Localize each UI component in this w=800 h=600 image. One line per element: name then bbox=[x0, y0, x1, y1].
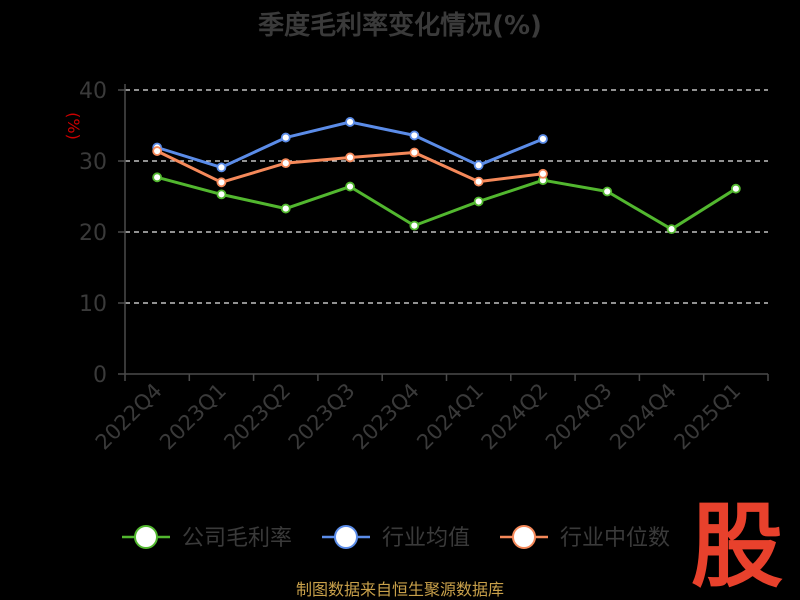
x-tick-label: 2024Q2 bbox=[477, 379, 553, 455]
chart-title: 季度毛利率变化情况(%) bbox=[258, 10, 542, 41]
data-point bbox=[602, 186, 613, 197]
y-axis-unit: (%) bbox=[64, 112, 83, 140]
legend-marker bbox=[512, 525, 536, 549]
x-tick-label: 2024Q3 bbox=[541, 379, 617, 455]
x-tick-label: 2024Q4 bbox=[605, 379, 681, 455]
data-source-note: 制图数据来自恒生聚源数据库 bbox=[296, 580, 504, 599]
data-point bbox=[216, 162, 227, 173]
data-point bbox=[409, 147, 420, 158]
brand-logo: 股 bbox=[691, 493, 783, 600]
data-point bbox=[473, 196, 484, 207]
data-point bbox=[473, 160, 484, 171]
series-group bbox=[152, 117, 741, 235]
grid bbox=[125, 89, 768, 304]
x-tick-labels: 2022Q42023Q12023Q22023Q32023Q42024Q12024… bbox=[91, 379, 746, 455]
legend-label: 行业中位数 bbox=[560, 526, 670, 551]
axes bbox=[118, 84, 769, 381]
data-point bbox=[538, 134, 548, 144]
x-tick-label: 2023Q4 bbox=[348, 379, 424, 455]
legend: 公司毛利率 行业均值 行业中位数 bbox=[122, 525, 670, 551]
data-point bbox=[152, 146, 163, 156]
y-tick-label: 40 bbox=[79, 79, 107, 104]
y-tick-labels: 0 10 20 30 40 bbox=[79, 79, 107, 388]
data-point bbox=[666, 224, 677, 235]
y-tick-label: 20 bbox=[79, 221, 107, 246]
data-point bbox=[152, 172, 163, 183]
data-point bbox=[280, 158, 291, 169]
data-point bbox=[345, 152, 355, 163]
x-tick-label: 2024Q1 bbox=[412, 379, 488, 455]
y-tick-label: 10 bbox=[79, 292, 107, 317]
legend-label: 行业均值 bbox=[382, 526, 470, 551]
data-point bbox=[473, 176, 484, 187]
data-point bbox=[280, 203, 291, 214]
x-tick-label: 2025Q1 bbox=[669, 379, 745, 455]
data-point bbox=[730, 183, 741, 194]
data-point bbox=[409, 130, 420, 141]
x-tick-label: 2023Q2 bbox=[219, 379, 295, 455]
data-point bbox=[538, 168, 548, 179]
series-line-0 bbox=[156, 175, 737, 231]
data-point bbox=[216, 177, 227, 188]
y-tick-label: 30 bbox=[79, 150, 107, 175]
data-point bbox=[345, 117, 355, 127]
x-tick-label: 2023Q3 bbox=[284, 379, 360, 455]
legend-marker bbox=[134, 525, 158, 549]
data-point bbox=[280, 132, 291, 143]
data-point bbox=[345, 181, 355, 192]
x-tick-label: 2023Q1 bbox=[155, 379, 231, 455]
x-tick-label: 2022Q4 bbox=[91, 379, 167, 455]
legend-marker bbox=[334, 525, 358, 549]
y-tick-label: 0 bbox=[93, 363, 107, 388]
data-point bbox=[409, 220, 420, 231]
data-point bbox=[216, 189, 227, 200]
legend-label: 公司毛利率 bbox=[182, 526, 292, 551]
